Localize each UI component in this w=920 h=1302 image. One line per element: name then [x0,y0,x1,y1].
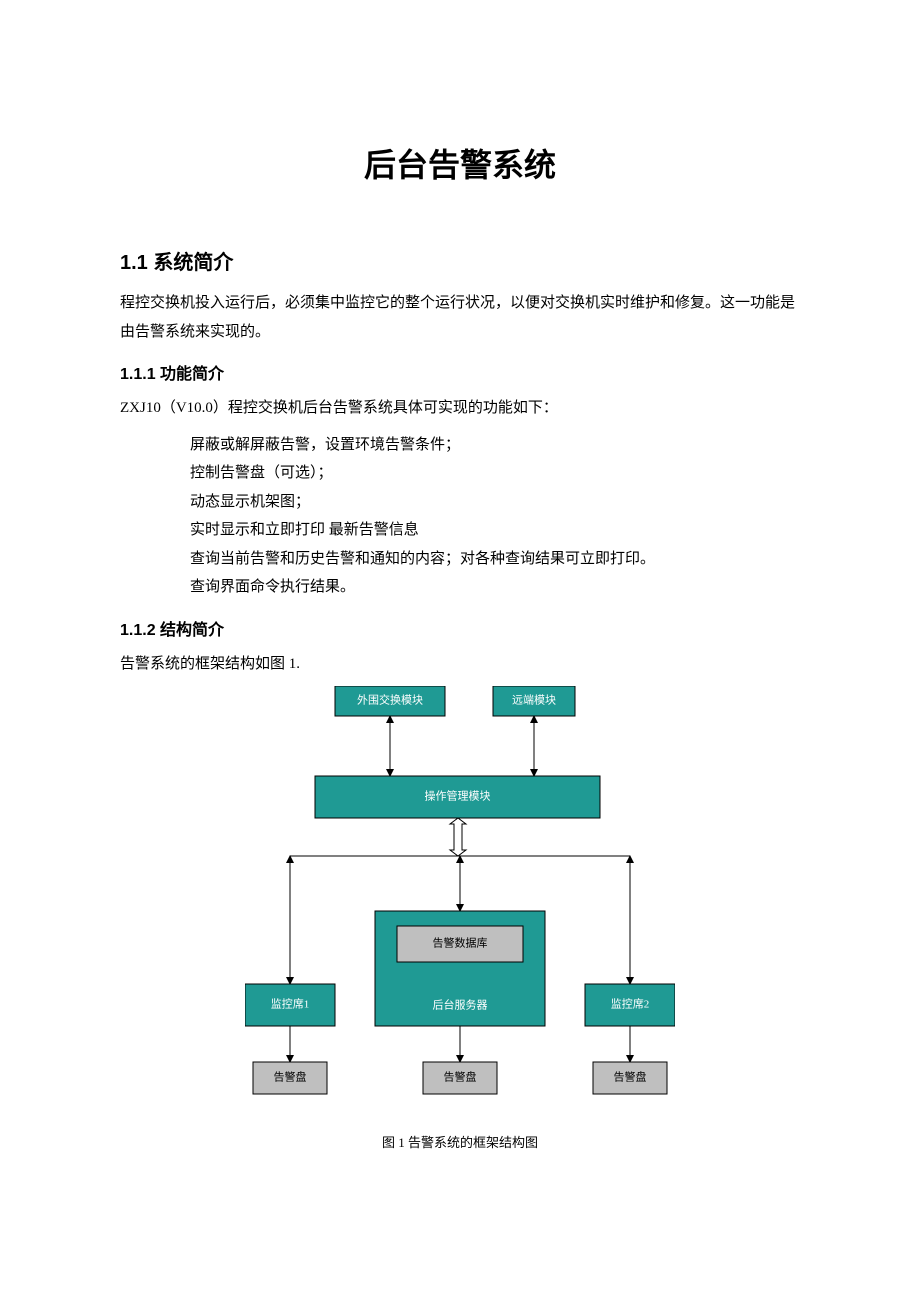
diagram-container: 外围交换模块 远端模块操作管理模块后台服务器 告警数据库监控席1 监控席2 告警盘 告警盘… [120,686,800,1116]
svg-text:告警盘: 告警盘 [274,1070,307,1084]
page-title: 后台告警系统 [120,140,800,186]
structure-lead: 告警系统的框架结构如图 1. [120,650,800,679]
feature-lead: ZXJ10（V10.0）程控交换机后台告警系统具体可实现的功能如下： [120,394,800,423]
svg-text:远端模块: 远端模块 [512,694,556,707]
flowchart-diagram: 外围交换模块 远端模块操作管理模块后台服务器 告警数据库监控席1 监控席2 告警盘 告警盘… [245,686,675,1116]
svg-text:告警盘: 告警盘 [614,1070,647,1084]
list-item: 查询当前告警和历史告警和通知的内容；对各种查询结果可立即打印。 [190,545,800,574]
heading-1-1-2: 1.1.2 结构简介 [120,616,800,640]
list-item: 实时显示和立即打印 最新告警信息 [190,516,800,545]
svg-text:外围交换模块: 外围交换模块 [357,693,423,707]
svg-text:后台服务器: 后台服务器 [433,998,488,1012]
document-page: 后台告警系统 1.1 系统简介 程控交换机投入运行后，必须集中监控它的整个运行状… [0,0,920,1302]
heading-1-1: 1.1 系统简介 [120,246,800,275]
feature-list: 屏蔽或解屏蔽告警，设置环境告警条件； 控制告警盘（可选）； 动态显示机架图； 实… [120,431,800,602]
figure-caption: 图 1 告警系统的框架结构图 [120,1132,800,1151]
svg-text:操作管理模块: 操作管理模块 [425,789,491,803]
svg-text:告警盘: 告警盘 [444,1070,477,1084]
list-item: 查询界面命令执行结果。 [190,573,800,602]
svg-text:告警数据库: 告警数据库 [433,936,488,950]
svg-text:监控席1: 监控席1 [271,997,310,1011]
list-item: 动态显示机架图； [190,488,800,517]
intro-paragraph: 程控交换机投入运行后，必须集中监控它的整个运行状况，以便对交换机实时维护和修复。… [120,289,800,346]
list-item: 控制告警盘（可选）； [190,459,800,488]
heading-1-1-1: 1.1.1 功能简介 [120,360,800,384]
svg-text:监控席2: 监控席2 [611,997,650,1011]
list-item: 屏蔽或解屏蔽告警，设置环境告警条件； [190,431,800,460]
